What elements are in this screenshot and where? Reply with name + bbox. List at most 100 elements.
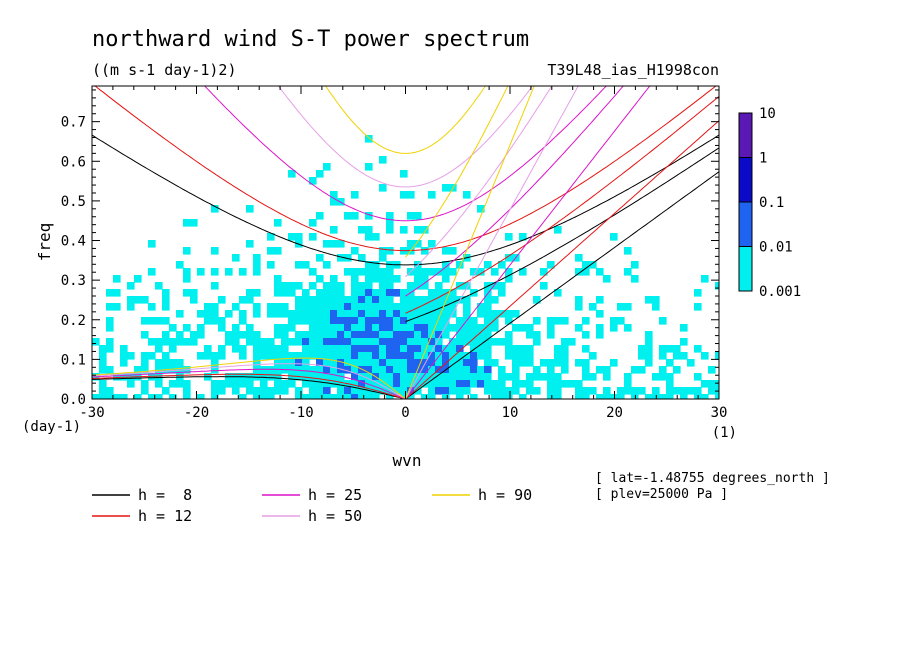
heatmap-cell (169, 380, 177, 388)
heatmap-cell (414, 212, 422, 220)
legend-label-h50: h = 50 (308, 507, 362, 525)
heatmap-cell (463, 303, 471, 311)
heatmap-cell (302, 310, 310, 318)
heatmap-cell (183, 394, 191, 399)
heatmap-cell (379, 282, 387, 290)
heatmap-cell (554, 373, 562, 381)
heatmap-cell (372, 296, 380, 304)
heatmap-cell (288, 338, 296, 346)
heatmap-cell (211, 352, 219, 360)
heatmap-cell (372, 317, 380, 325)
heatmap-cell (232, 338, 240, 346)
colorbar-label: 0.001 (759, 284, 801, 300)
heatmap-cell (302, 303, 310, 311)
heatmap-cell (505, 338, 513, 346)
heatmap-cell (218, 380, 226, 388)
heatmap-cell (449, 338, 457, 346)
heatmap-cell (358, 373, 366, 381)
heatmap-cell (372, 233, 380, 241)
heatmap-cell (624, 268, 632, 276)
heatmap-cell (330, 310, 338, 318)
heatmap-cell (316, 331, 324, 339)
rossby-curve-h90 (92, 357, 406, 399)
heatmap-cell (148, 240, 156, 248)
heatmap-cell (526, 345, 534, 353)
heatmap-cell (484, 317, 492, 325)
heatmap-cell (316, 324, 324, 332)
heatmap-cell (393, 317, 401, 325)
heatmap-cell (106, 387, 114, 395)
heatmap-cell (281, 324, 289, 332)
heatmap-cell (421, 331, 429, 339)
heatmap-cell (337, 240, 345, 248)
heatmap-cell (372, 345, 380, 353)
heatmap-cell (344, 366, 352, 374)
heatmap-cell (337, 324, 345, 332)
heatmap-cell (295, 394, 303, 399)
heatmap-cell (351, 380, 359, 388)
heatmap-cell (190, 219, 198, 227)
heatmap-cell (358, 317, 366, 325)
heatmap-cell (267, 233, 275, 241)
heatmap-cell (421, 226, 429, 234)
chart-title: northward wind S-T power spectrum (92, 27, 529, 52)
heatmap-cell (442, 331, 450, 339)
heatmap-cell (407, 387, 415, 395)
heatmap-cell (442, 345, 450, 353)
rossby-curve-h8 (92, 376, 406, 399)
heatmap-cell (428, 268, 436, 276)
heatmap-cell (288, 373, 296, 381)
heatmap-cell (575, 324, 583, 332)
heatmap-cell (309, 317, 317, 325)
heatmap-cell (197, 331, 205, 339)
heatmap-cell (449, 289, 457, 297)
heatmap-cell (211, 394, 219, 399)
heatmap-cell (680, 324, 688, 332)
y-tick-label: 0.5 (61, 194, 86, 210)
heatmap-cell (491, 296, 499, 304)
heatmap-cell (309, 324, 317, 332)
heatmap-cell (575, 303, 583, 311)
heatmap-cell (463, 380, 471, 388)
heatmap-cell (505, 394, 513, 399)
heatmap-cell (400, 303, 408, 311)
heatmap-cell (407, 240, 415, 248)
heatmap-cell (526, 324, 534, 332)
heatmap-cell (372, 359, 380, 367)
heatmap-cell (428, 240, 436, 248)
heatmap-cell (379, 338, 387, 346)
heatmap-cell (246, 338, 254, 346)
heatmap-cell (491, 317, 499, 325)
heatmap-cell (435, 303, 443, 311)
heatmap-cell (295, 387, 303, 395)
heatmap-cell (323, 324, 331, 332)
heatmap-cell (547, 359, 555, 367)
heatmap-cell (309, 268, 317, 276)
heatmap-cell (169, 359, 177, 367)
heatmap-cell (337, 373, 345, 381)
heatmap-cell (589, 352, 597, 360)
heatmap-cell (624, 303, 632, 311)
heatmap-cell (316, 338, 324, 346)
heatmap-cell (400, 331, 408, 339)
heatmap-cell (631, 261, 639, 269)
heatmap-cell (337, 317, 345, 325)
heatmap-cell (603, 373, 611, 381)
heatmap-cell (281, 345, 289, 353)
heatmap-cell (323, 394, 331, 399)
heatmap-cell (351, 268, 359, 276)
heatmap-cell (267, 303, 275, 311)
heatmap-cell (274, 373, 282, 381)
heatmap-cell (414, 345, 422, 353)
heatmap-cell (309, 352, 317, 360)
heatmap-cell (232, 345, 240, 353)
heatmap-cell (498, 373, 506, 381)
heatmap-cell (351, 345, 359, 353)
heatmap-cell (309, 233, 317, 241)
heatmap-cell (554, 226, 562, 234)
heatmap-cell (470, 324, 478, 332)
heatmap-cell (442, 289, 450, 297)
heatmap-cell (554, 352, 562, 360)
heatmap-cell (554, 317, 562, 325)
heatmap-cell (239, 345, 247, 353)
